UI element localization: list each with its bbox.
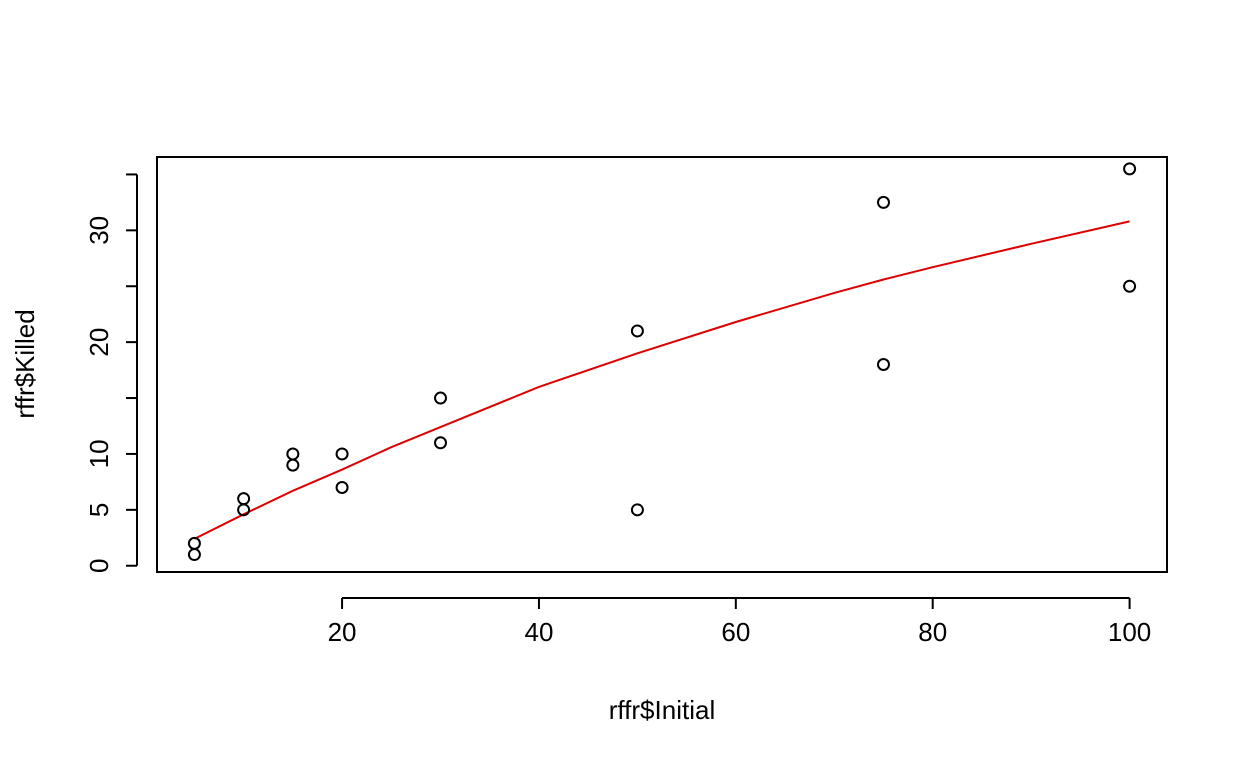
data-point [286, 458, 300, 472]
data-point [237, 492, 251, 506]
data-point [286, 447, 300, 461]
x-tick-label: 80 [918, 617, 947, 647]
data-point [630, 503, 644, 517]
data-point [1123, 279, 1137, 293]
data-points [187, 162, 1137, 562]
x-axis-label: rffr$Initial [609, 695, 715, 725]
data-point [335, 447, 349, 461]
data-point [876, 358, 890, 371]
x-tick-label: 60 [721, 617, 750, 647]
y-tick-label: 5 [84, 503, 114, 517]
y-tick-label: 0 [84, 559, 114, 573]
data-point [187, 536, 201, 550]
y-axis-label: rffr$Killed [10, 309, 40, 418]
y-tick-label: 30 [84, 216, 114, 245]
data-point [187, 548, 201, 562]
data-point [434, 391, 448, 405]
data-point [876, 195, 890, 209]
data-point [434, 436, 448, 450]
y-axis: 0 5 10 20 30 [84, 173, 138, 573]
plot-frame [156, 156, 1168, 573]
x-axis: 20 40 60 80 100 [328, 597, 1151, 647]
y-tick-label: 20 [84, 328, 114, 357]
data-point [335, 480, 349, 494]
data-point [1123, 162, 1137, 176]
data-point [630, 324, 644, 338]
x-tick-label: 40 [524, 617, 553, 647]
fit-line [193, 220, 1130, 540]
x-tick-label: 20 [328, 617, 357, 647]
y-tick-label: 10 [84, 439, 114, 468]
x-tick-label: 100 [1108, 617, 1151, 647]
